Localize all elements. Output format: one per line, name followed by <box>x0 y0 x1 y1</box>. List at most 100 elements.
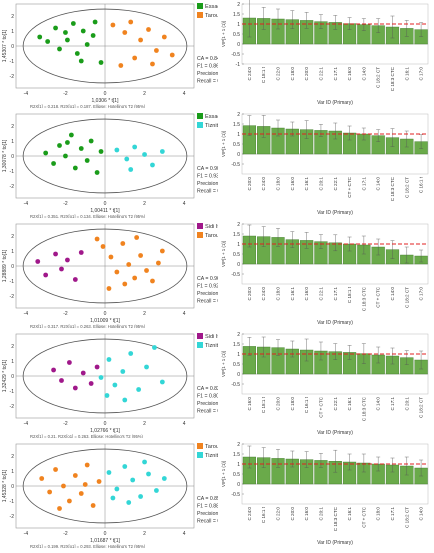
score-point <box>122 281 128 287</box>
score-point <box>59 378 64 383</box>
vip-y-tick: 0 <box>237 482 240 488</box>
metric-label: F1 = 0.92 <box>197 284 218 290</box>
score-point <box>106 470 112 475</box>
score-point <box>132 144 138 150</box>
metric-label: Precision = 0.75 <box>197 401 218 407</box>
score-point <box>45 39 51 44</box>
x-tick-label: -4 <box>24 201 29 207</box>
vip-category-label: C 22:0 <box>276 67 281 81</box>
vip-category-label: C 18:0 <box>290 67 295 81</box>
vip-plot-1: 2 1.5 1 0.5 0 -0.5 -1 C 24:0 C 18:1 t C 22:0 C 18:… <box>218 0 434 113</box>
y-tick-label: -2 <box>10 404 15 410</box>
vip-category-label: C 17:0 <box>419 287 424 301</box>
y-axis-label: 1,30078 * to[1] <box>2 139 8 172</box>
score-footer: R2X[1] = 0,199, R2X[o1] = 0,293, Ellipse… <box>30 544 146 548</box>
y-tick-label: -2 <box>10 294 15 300</box>
score-plot-4: -4 -2 0 2 4 -2 -1 0 1 2 1,02766 * t[1] 1,32429 * to… <box>0 330 234 443</box>
score-point <box>152 345 157 350</box>
vip-category-label: C 18:0 <box>276 287 281 301</box>
metric-label: Precision = 1.00 <box>197 291 218 297</box>
metric-label: Recall = 0.90 <box>197 79 218 85</box>
score-point <box>126 500 132 505</box>
score-point <box>122 464 128 469</box>
vip-category-label: C 16:0 <box>290 177 295 191</box>
x-tick-label: 2 <box>143 91 146 97</box>
hotelling-ellipse <box>22 448 188 524</box>
score-point <box>156 260 161 266</box>
score-point <box>122 30 128 35</box>
metric-label: Recall = 0.94 <box>197 519 218 525</box>
vip-category-label: C 24:0 <box>247 507 252 521</box>
score-point <box>72 473 78 478</box>
legend-label: Essaouira <box>205 4 218 10</box>
vip-category-label: C 16:1 <box>347 507 352 521</box>
x-tick-label: 2 <box>143 421 146 427</box>
score-point <box>57 506 62 511</box>
vip-category-label: C 16:1 t <box>261 506 266 523</box>
vip-y-tick: 0 <box>237 372 240 378</box>
metric-label: CA = 0.96 <box>197 276 218 282</box>
x-tick-label: 4 <box>183 531 186 537</box>
metric-label: CA = 0.85 <box>197 496 218 502</box>
vip-y-tick: -0.5 <box>231 52 240 58</box>
hotelling-ellipse <box>22 8 188 84</box>
score-point <box>114 486 120 492</box>
vip-y-tick: 0 <box>237 42 240 48</box>
vip-y-axis-label: VIP[1 + 1 (1)] <box>221 461 226 487</box>
score-point <box>146 27 151 32</box>
score-point <box>169 52 175 58</box>
vip-y-tick: -0.5 <box>231 492 240 498</box>
vip-category-label: C 18:2 CT <box>376 67 381 88</box>
score-point <box>67 360 72 365</box>
vip-category-label: C 18:3 CTC <box>333 506 338 531</box>
x-axis-label: 1,01687 * t[1] <box>90 538 120 544</box>
score-point <box>150 162 155 168</box>
vip-x-axis-label: Var ID (Primary) <box>317 540 353 546</box>
vip-y-axis-label: VIP[1 + 1 (1)] <box>221 21 226 47</box>
vip-y-tick: 0 <box>237 152 240 158</box>
vip-y-tick: 1.5 <box>233 12 240 18</box>
vip-category-label: C 14:0 <box>376 177 381 191</box>
score-plot-2: -4 -2 0 2 4 -2 -1 0 1 2 1,00411 * t[1] 1,30078 * to… <box>0 110 234 223</box>
y-tick-label: -1 <box>10 169 15 175</box>
score-point <box>63 153 68 159</box>
vip-y-axis-label: VIP[1 + 1 (1)] <box>221 351 226 377</box>
legend-label: Taroudante <box>205 13 218 19</box>
vip-category-label: C 22:1 <box>333 397 338 411</box>
score-point <box>110 22 116 28</box>
vip-category-label: C 24:0 <box>261 287 266 301</box>
score-point <box>130 477 136 483</box>
score-point <box>43 272 49 278</box>
vip-y-tick: 1 <box>237 242 240 248</box>
metric-label: F1 = 0.93 <box>197 174 218 180</box>
score-point <box>72 165 78 171</box>
metric-label: CA = 0.90 <box>197 166 218 172</box>
score-point <box>65 140 70 145</box>
vip-category-label: C 16:1 t <box>304 396 309 413</box>
score-point <box>53 251 58 257</box>
y-tick-label: -2 <box>10 514 15 520</box>
score-point <box>159 379 165 385</box>
vip-y-tick: 2 <box>237 332 240 338</box>
x-tick-label: 0 <box>104 311 107 317</box>
score-point <box>88 138 94 144</box>
score-point <box>94 236 100 242</box>
score-point <box>106 286 112 291</box>
vip-plot-3: 2 1.5 1 0.5 0 -0.5 C 20:0 C 24:0 C 18:0 C 16:1 C 1… <box>218 220 434 333</box>
metric-label: Precision = 0.83 <box>197 71 218 77</box>
x-tick-label: 0 <box>104 531 107 537</box>
vip-y-tick: 2 <box>237 442 240 448</box>
vip-y-tick: 0.5 <box>233 362 240 368</box>
score-point <box>94 170 100 175</box>
score-point <box>78 58 84 64</box>
vip-x-axis-label: Var ID (Primary) <box>317 100 353 106</box>
vip-category-label: C 22:0 <box>276 507 281 521</box>
x-tick-label: 2 <box>143 531 146 537</box>
legend-swatch <box>197 452 203 458</box>
y-tick-label: 1 <box>11 139 14 145</box>
y-tick-label: -1 <box>10 59 15 65</box>
score-point <box>122 397 128 403</box>
vip-plot-svg: 2 1.5 1 0.5 0 -0.5 C 20:0 C 24:0 C 18:0 C 16:1 C 1… <box>221 222 429 326</box>
y-tick-label: 0 <box>11 484 14 490</box>
